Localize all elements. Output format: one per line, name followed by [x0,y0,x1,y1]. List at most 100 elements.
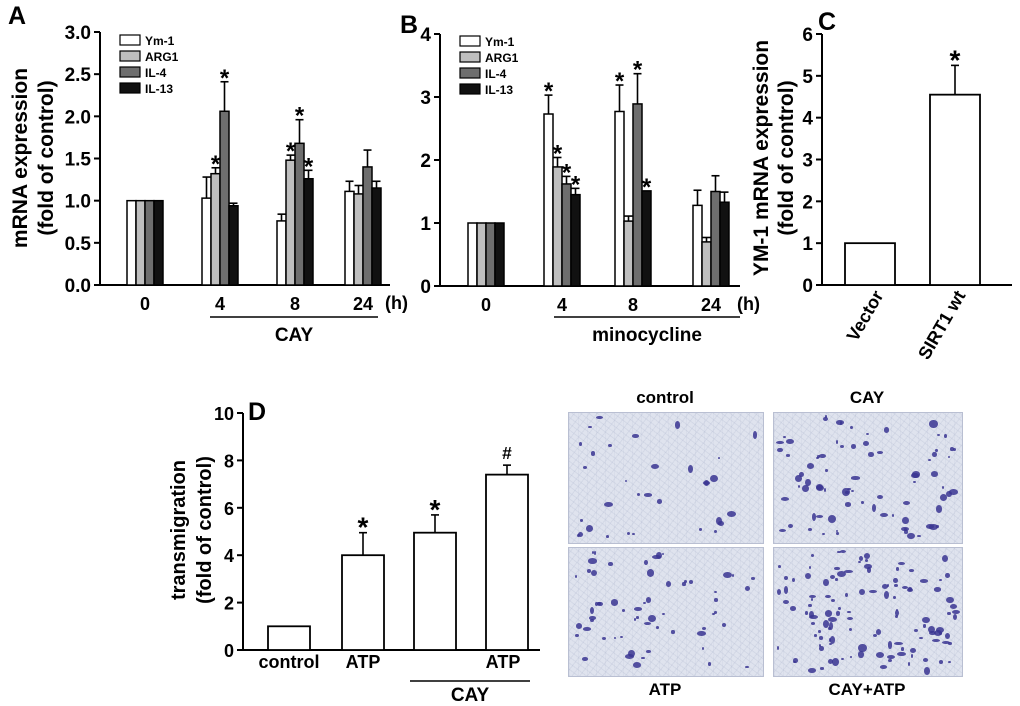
stained-cell [923,658,929,662]
panel-c-y-tick-label: 0 [802,276,813,297]
stained-cell [574,575,578,579]
stained-cell [813,634,818,637]
stained-cell [952,613,958,621]
stained-cell [863,440,870,447]
stained-cell [828,616,838,622]
stained-cell [805,478,811,486]
panel-a-legend-swatch [119,50,141,62]
stained-cell [837,550,841,553]
panel-b-legend-label: IL-13 [485,83,513,97]
stained-cell [935,525,939,528]
panel-d-y-tick-label: 10 [214,404,234,424]
stained-cell [934,630,943,637]
stained-cell [847,610,852,614]
stained-cell [921,616,931,624]
panel-d-y-label: transmigration [168,460,190,600]
panel-d-x-tick-label: control [259,652,320,672]
stained-cell [868,452,874,457]
micrograph-label-cay-atp: CAY+ATP [828,680,906,699]
stained-cell [575,634,579,638]
stained-cell [888,659,892,663]
panel-b-y-tick-label: 0 [420,277,431,298]
panel-b-bar-arg1 [476,222,487,287]
stained-cell [894,609,899,617]
panel-a-y-label: (fold of control) [35,80,58,235]
stained-cell [809,614,818,619]
stained-cell [632,433,639,438]
stained-cell [845,490,850,495]
micrograph-cay-atp [773,547,963,677]
stained-cell [836,532,839,536]
panel-b-bar-il-13 [719,201,730,287]
panel-a-bar-il-13 [303,177,314,286]
stained-cell [902,516,909,524]
stained-cell [624,479,628,483]
stained-cell [588,425,592,429]
panel-d-treatment-label: CAY [451,685,490,706]
panel-b-significance-asterisk: * [544,78,554,105]
stained-cell [646,569,654,577]
panel-d-panel-label: D [248,398,266,426]
stained-cell [838,606,842,611]
stained-cell [850,444,857,450]
micrograph-control [568,412,764,544]
panel-a-bar-ym-1 [126,199,137,286]
panel-a-significance-asterisk: * [304,153,314,180]
panel-d-significance-asterisk: * [430,494,441,525]
stained-cell [776,589,782,596]
stained-cell [835,440,839,444]
panel-b-legend-swatch [459,35,481,47]
stained-cell [840,550,847,554]
stained-cell [883,427,889,433]
stained-cell [707,662,711,666]
stained-cell [823,578,830,587]
stained-cell [863,563,873,570]
stained-cell [811,513,816,521]
stained-cell [824,610,832,617]
stained-cell [818,643,822,647]
panel-a-y-tick-label: 1.5 [65,150,92,171]
stained-cell [892,514,895,517]
stained-cell [822,619,829,628]
stained-cell [628,650,635,658]
stained-cell [923,667,931,675]
stained-cell [836,570,846,577]
stained-cell [827,514,836,523]
panel-a-bar-arg1 [353,193,364,286]
stained-cell [594,602,598,606]
panel-b-legend-label: IL-4 [485,67,507,81]
stained-cell [793,660,796,663]
stained-cell [822,416,828,422]
panel-a-bar-ym-1 [276,220,287,286]
stained-cell [717,456,721,459]
stained-cell [908,587,912,591]
stained-cell [648,614,657,622]
panel-b-bar-arg1 [623,220,634,287]
stained-cell [643,602,646,605]
stained-cell [643,560,649,566]
stained-cell [844,502,851,507]
panel-d-bar [485,473,529,651]
stained-cell [718,521,724,527]
stained-cell [711,612,716,616]
stained-cell [698,527,703,532]
stained-cell [731,573,734,577]
stained-cell [776,646,779,650]
stained-cell [952,610,961,615]
micrograph-label-cay: CAY [849,388,885,407]
stained-cell [786,438,794,444]
stained-cell [634,607,643,612]
stained-cell [864,552,871,559]
stained-cell [824,415,828,418]
stained-cell [723,572,732,579]
stained-cell [590,569,598,576]
panel-a-bar-il-4 [362,166,373,286]
panel-a-bar-il-4 [219,110,230,286]
stained-cell [892,595,896,600]
panel-d-significance-hash: # [502,443,512,463]
panel-b-significance-asterisk: * [642,174,652,201]
stained-cell [824,487,827,492]
panel-b-bar-arg1 [552,166,563,287]
stained-cell [752,431,758,439]
panel-b-treatment-label: minocycline [592,325,702,346]
